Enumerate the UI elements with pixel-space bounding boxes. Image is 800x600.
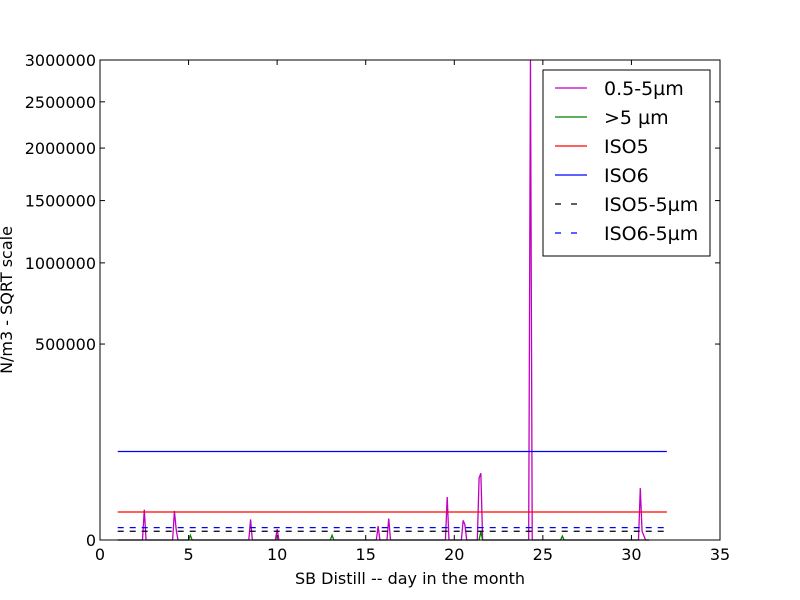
y-tick-label: 3000000 bbox=[25, 51, 96, 70]
y-tick-label: 1000000 bbox=[25, 254, 96, 273]
legend-label-4: ISO5-5µm bbox=[604, 194, 698, 216]
plot-frame bbox=[99, 59, 721, 541]
y-axis-label: N/m3 - SQRT scale bbox=[0, 226, 16, 374]
y-tick-label: 2500000 bbox=[25, 93, 96, 112]
y-tick-label: 2000000 bbox=[25, 139, 96, 158]
legend-label-1: >5 µm bbox=[604, 107, 669, 129]
x-tick-label: 10 bbox=[267, 545, 287, 564]
x-tick-label: 5 bbox=[183, 545, 193, 564]
legend-box bbox=[542, 69, 711, 257]
x-tick-label: 20 bbox=[444, 545, 464, 564]
y-tick-label: 0 bbox=[86, 531, 96, 550]
x-tick-label: 35 bbox=[710, 545, 730, 564]
legend-label-3: ISO6 bbox=[604, 165, 649, 187]
x-tick-label: 15 bbox=[356, 545, 376, 564]
tick-layer: 0 5 10 15 20 25 30 35 0 500000 1000000 1500000 20000… bbox=[25, 51, 730, 564]
x-tick-label: 25 bbox=[533, 545, 553, 564]
x-tick-label: 0 bbox=[95, 545, 105, 564]
legend: 0.5-5µm >5 µm ISO5 ISO6 ISO5-5µm ISO6-5µm bbox=[542, 69, 711, 257]
x-axis-label: SB Distill -- day in the month bbox=[295, 569, 525, 588]
y-tick-label: 1500000 bbox=[25, 192, 96, 211]
y-tick-label: 500000 bbox=[35, 335, 96, 354]
legend-label-5: ISO6-5µm bbox=[604, 223, 698, 245]
legend-label-2: ISO5 bbox=[604, 136, 649, 158]
x-tick-label: 30 bbox=[621, 545, 641, 564]
legend-label-0: 0.5-5µm bbox=[604, 78, 684, 100]
